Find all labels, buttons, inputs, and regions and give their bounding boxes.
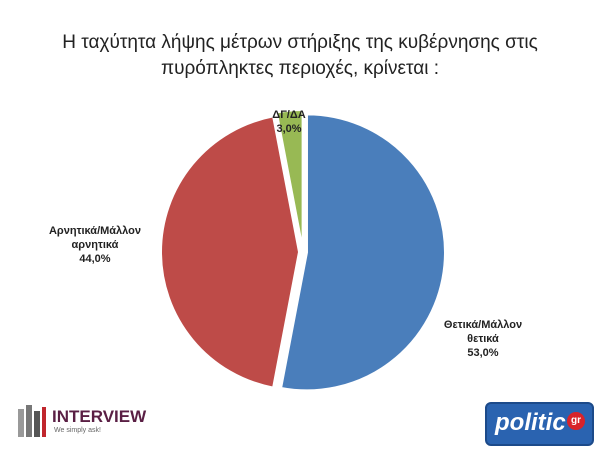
interview-logo: INTERVIEW We simply ask!	[18, 405, 168, 441]
pie-slice	[275, 109, 304, 249]
category-label: Αρνητικά/Μάλλον αρνητικά	[48, 225, 141, 251]
data-label: ΔΓ/ΔΑ 3,0%	[259, 108, 319, 136]
value-label: 3,0%	[276, 123, 302, 135]
category-label: Θετικά/Μάλλον θετικά	[443, 319, 523, 345]
pie-slice	[279, 113, 446, 392]
politic-logo: politic gr	[485, 402, 594, 446]
value-label: 44,0%	[79, 253, 111, 265]
logo-text: INTERVIEW	[52, 407, 147, 426]
value-label: 53,0%	[467, 347, 499, 359]
logo-tagline: We simply ask!	[54, 427, 101, 434]
chart-title: Η ταχύτητα λήψης μέτρων στήριξης της κυβ…	[62, 32, 538, 79]
category-label: ΔΓ/ΔΑ	[272, 109, 306, 121]
logo-suffix: gr	[567, 412, 585, 430]
data-label: Αρνητικά/Μάλλον αρνητικά 44,0%	[35, 224, 155, 266]
data-label: Θετικά/Μάλλον θετικά 53,0%	[428, 318, 538, 360]
logo-text: politic	[495, 409, 566, 436]
pie-slice	[160, 115, 301, 389]
